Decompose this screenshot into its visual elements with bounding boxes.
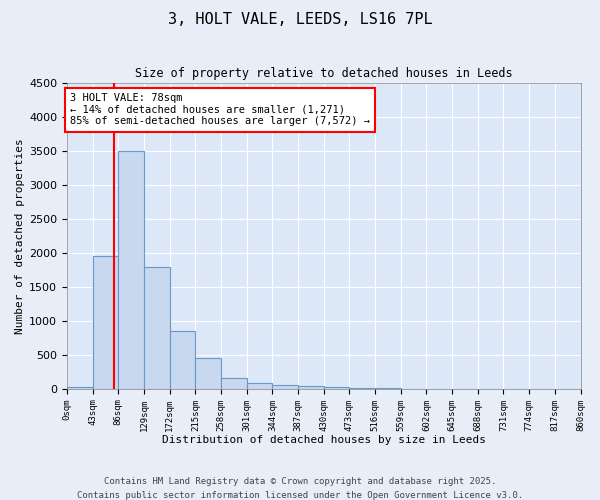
Bar bbox=[196, 358, 221, 389]
Bar bbox=[324, 387, 349, 389]
Bar bbox=[221, 378, 247, 389]
Bar bbox=[298, 386, 324, 389]
Title: Size of property relative to detached houses in Leeds: Size of property relative to detached ho… bbox=[135, 68, 512, 80]
Bar bbox=[349, 388, 375, 389]
Text: 3, HOLT VALE, LEEDS, LS16 7PL: 3, HOLT VALE, LEEDS, LS16 7PL bbox=[167, 12, 433, 28]
Text: Contains HM Land Registry data © Crown copyright and database right 2025.
Contai: Contains HM Land Registry data © Crown c… bbox=[77, 478, 523, 500]
X-axis label: Distribution of detached houses by size in Leeds: Distribution of detached houses by size … bbox=[162, 435, 486, 445]
Bar bbox=[144, 266, 170, 389]
Bar bbox=[375, 388, 401, 389]
Text: 3 HOLT VALE: 78sqm
← 14% of detached houses are smaller (1,271)
85% of semi-deta: 3 HOLT VALE: 78sqm ← 14% of detached hou… bbox=[70, 93, 370, 126]
Bar bbox=[247, 382, 272, 389]
Bar bbox=[272, 385, 298, 389]
Bar bbox=[118, 151, 144, 389]
Bar bbox=[170, 331, 196, 389]
Y-axis label: Number of detached properties: Number of detached properties bbox=[15, 138, 25, 334]
Bar bbox=[67, 387, 92, 389]
Bar bbox=[92, 256, 118, 389]
